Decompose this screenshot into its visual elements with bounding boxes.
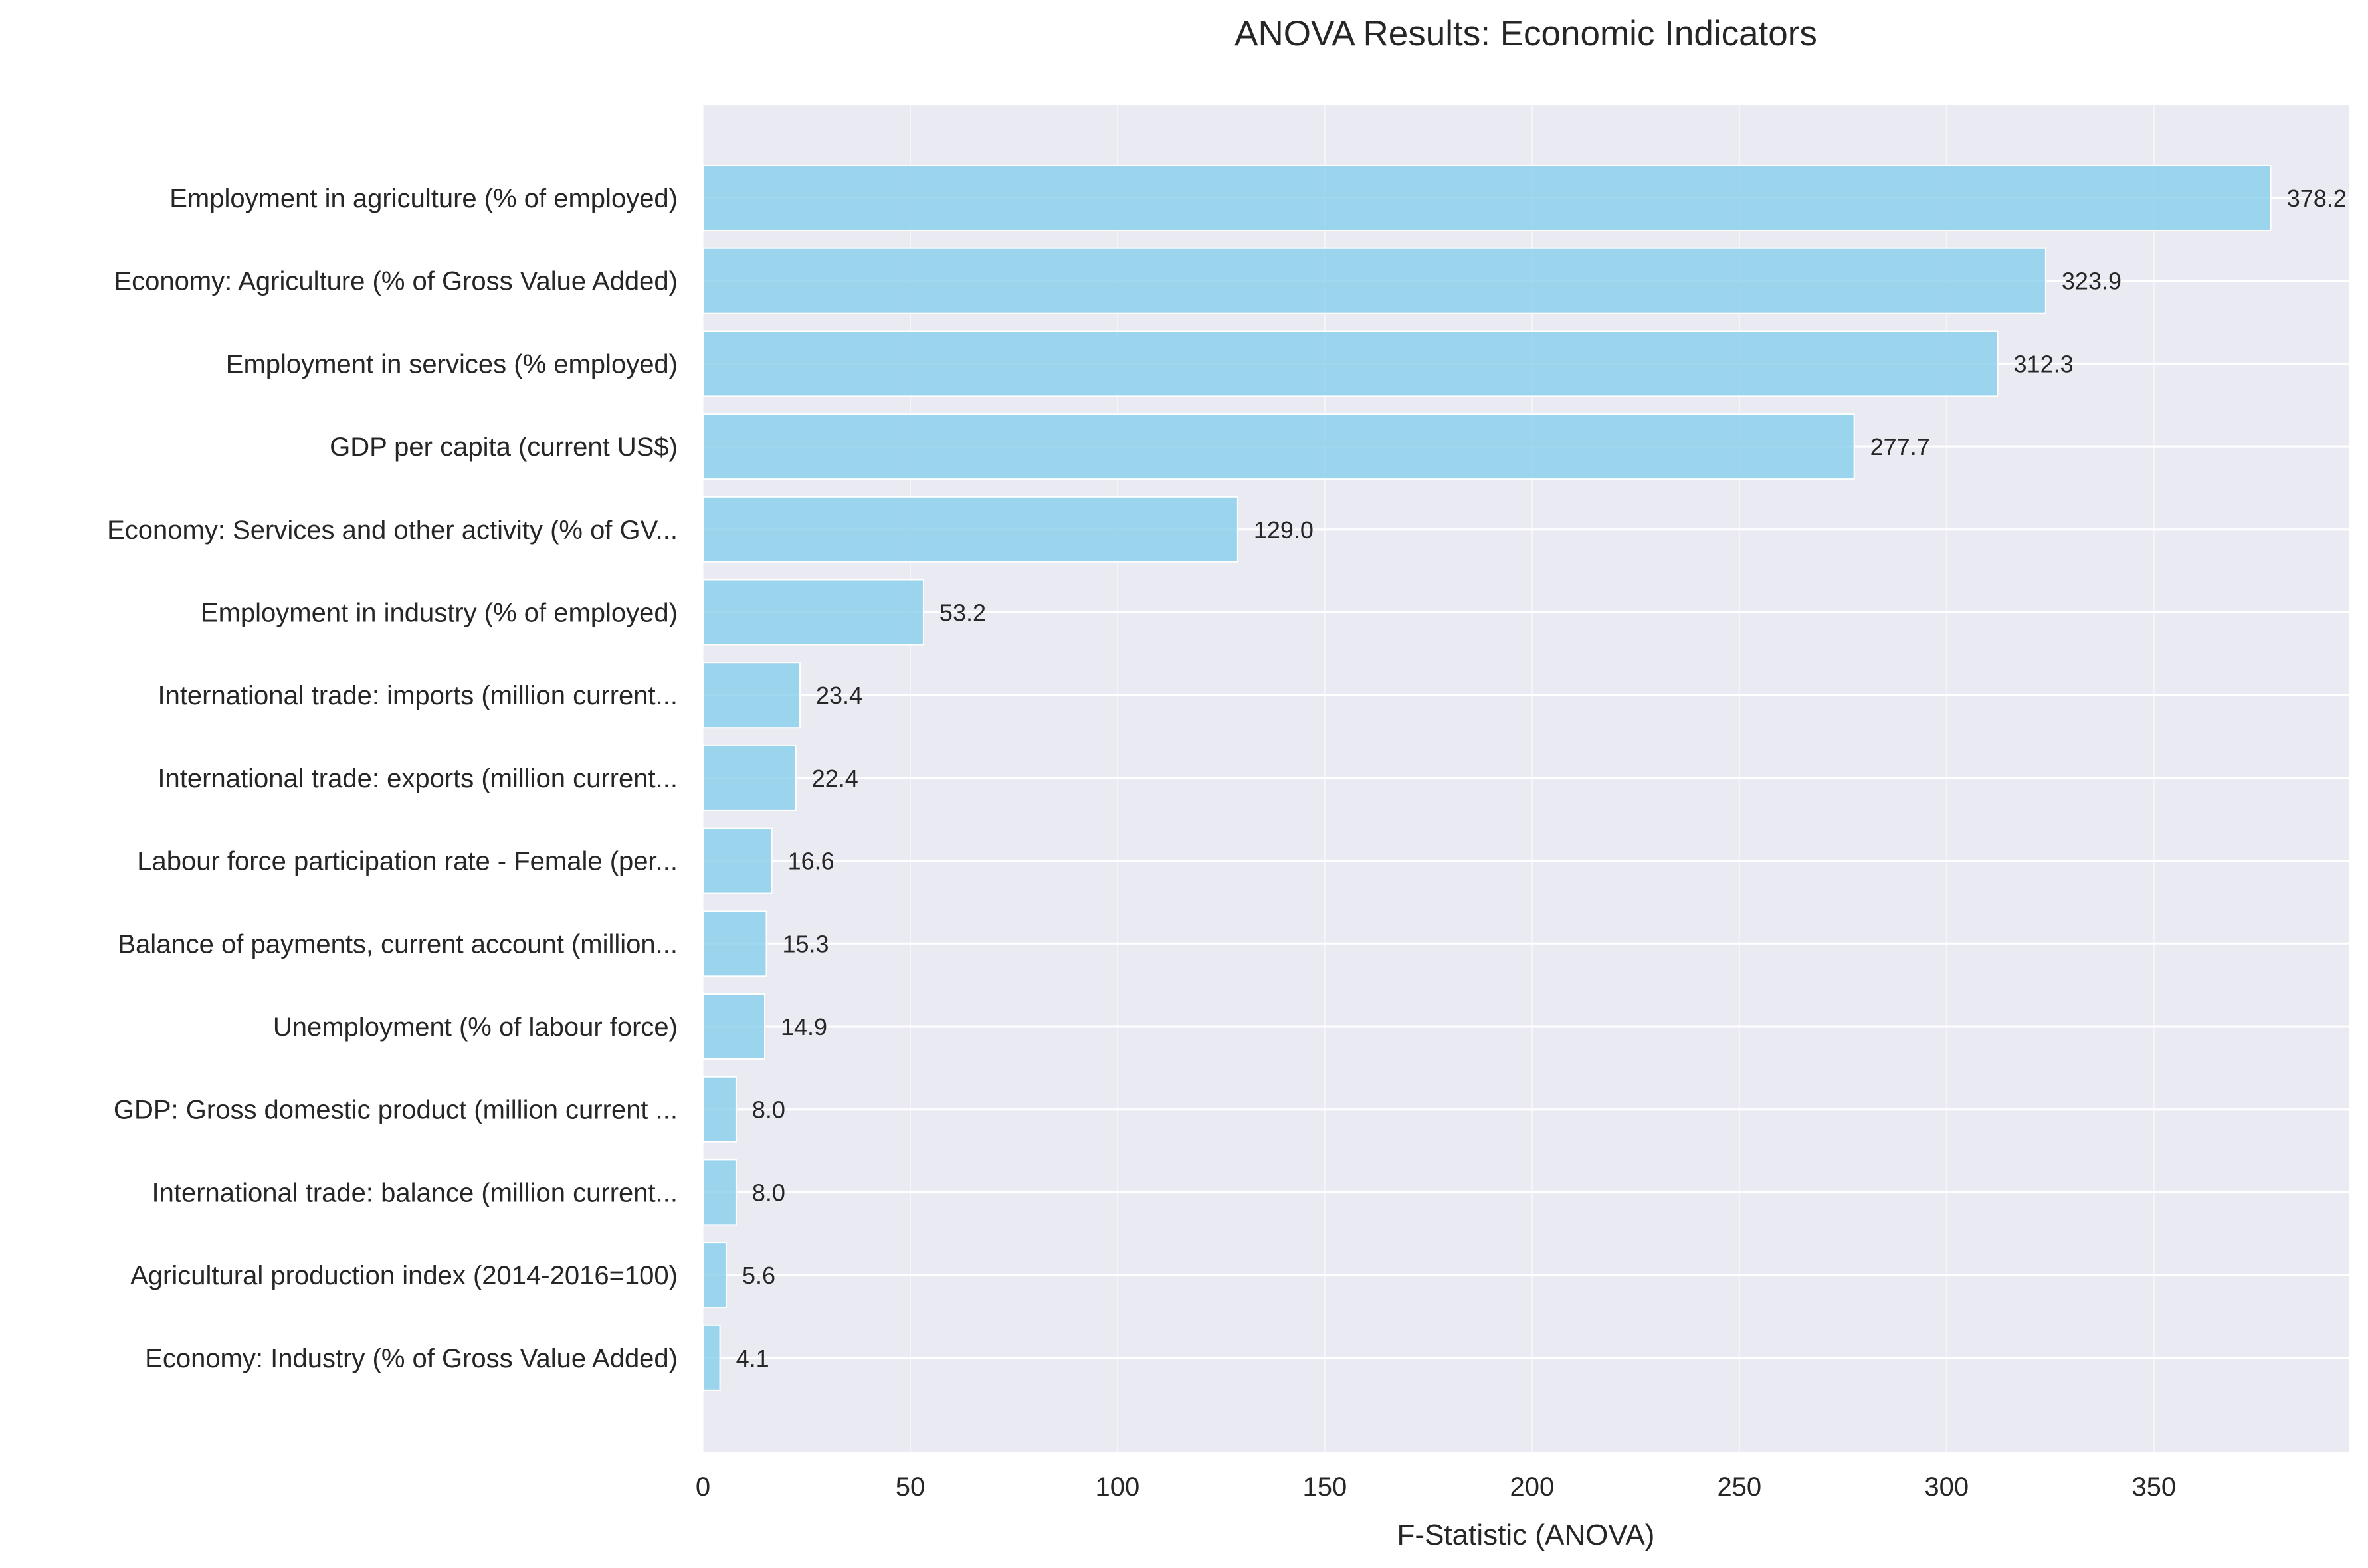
value-labels: 378.2 323.9 312.3 277.7 129.0 53.2 23.4 22.4 16.… (736, 185, 2347, 1372)
x-tick-label: 50 (896, 1472, 926, 1502)
bar (702, 744, 797, 811)
bar-value-label: 8.0 (752, 1179, 785, 1206)
bar (702, 165, 2272, 231)
category-label: Employment in services (% employed) (226, 349, 678, 379)
x-tick-label: 350 (2131, 1472, 2176, 1502)
category-label: Unemployment (% of labour force) (273, 1013, 678, 1042)
bar (702, 1324, 721, 1391)
chart-title: ANOVA Results: Economic Indicators (1234, 14, 1817, 53)
category-label: International trade: exports (million cu… (157, 764, 678, 793)
bar (702, 413, 1855, 480)
bar (702, 1076, 737, 1143)
category-label: Employment in industry (% of employed) (201, 599, 678, 628)
bar (702, 330, 1999, 397)
bar (702, 247, 2046, 314)
x-tick-labels: 0 50 100 150 200 250 300 350 (696, 1472, 2176, 1502)
bar (702, 827, 773, 894)
bar (702, 662, 801, 729)
x-tick-label: 200 (1510, 1472, 1554, 1502)
category-label: Employment in agriculture (% of employed… (169, 184, 678, 213)
bar (702, 1159, 737, 1226)
category-label: Labour force participation rate - Female… (137, 847, 678, 876)
bar-value-label: 15.3 (782, 930, 829, 957)
category-label: GDP: Gross domestic product (million cur… (114, 1096, 678, 1125)
bar-value-label: 22.4 (812, 765, 858, 792)
x-tick-label: 250 (1717, 1472, 1761, 1502)
bar-value-label: 4.1 (736, 1345, 769, 1372)
bar (702, 496, 1238, 563)
x-tick-label: 100 (1096, 1472, 1140, 1502)
bar (702, 993, 765, 1060)
category-label: International trade: balance (million cu… (151, 1178, 678, 1207)
bar-value-label: 16.6 (788, 848, 835, 875)
bar-value-label: 277.7 (1870, 433, 1930, 460)
category-label: Balance of payments, current account (mi… (118, 930, 678, 959)
category-labels: Employment in agriculture (% of employed… (107, 184, 678, 1373)
category-label: International trade: imports (million cu… (157, 681, 678, 710)
bar-value-label: 312.3 (2014, 350, 2074, 377)
bar (702, 579, 924, 646)
bar-value-label: 323.9 (2062, 268, 2121, 295)
x-tick-label: 150 (1303, 1472, 1347, 1502)
x-axis-label: F-Statistic (ANOVA) (1397, 1519, 1655, 1551)
category-label: Economy: Agriculture (% of Gross Value A… (114, 267, 678, 296)
bar (702, 910, 767, 977)
x-tick-label: 300 (1924, 1472, 1969, 1502)
bar-value-label: 14.9 (781, 1013, 827, 1040)
category-label: Agricultural production index (2014-2016… (130, 1261, 678, 1290)
bars (702, 165, 2272, 1391)
bar-value-label: 5.6 (742, 1262, 775, 1289)
bar (702, 1242, 727, 1309)
category-label: GDP per capita (current US$) (330, 433, 678, 462)
category-label: Economy: Industry (% of Gross Value Adde… (145, 1344, 678, 1373)
bar-value-label: 23.4 (816, 682, 862, 709)
bar-value-label: 378.2 (2287, 185, 2347, 212)
bar-value-label: 129.0 (1254, 516, 1314, 543)
x-tick-label: 0 (696, 1472, 710, 1502)
bar-value-label: 8.0 (752, 1096, 785, 1124)
category-label: Economy: Services and other activity (% … (107, 516, 678, 545)
bar-value-label: 53.2 (939, 599, 986, 627)
